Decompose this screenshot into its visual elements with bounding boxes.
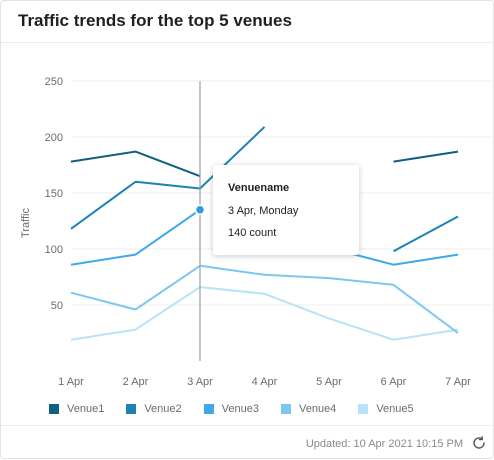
chart-tooltip: Venuename 3 Apr, Monday 140 count (213, 165, 359, 255)
tooltip-title: Venuename (228, 182, 290, 194)
legend-item-venue5[interactable]: Venue5 (358, 403, 414, 415)
tooltip-date: 3 Apr, Monday (228, 205, 299, 217)
card-title: Traffic trends for the top 5 venues (18, 11, 292, 30)
x-tick-label: 1 Apr (58, 376, 84, 388)
legend-label: Venue4 (298, 403, 337, 415)
legend-swatch (203, 404, 214, 414)
x-tick-label: 2 Apr (123, 376, 149, 388)
chart-legend: Venue1 Venue2 Venue3 Venue4 Venue5 (49, 403, 436, 415)
x-tick-label: 3 Apr (187, 376, 213, 388)
legend-item-venue1[interactable]: Venue1 (49, 403, 104, 415)
y-axis-label: Traffic (20, 208, 32, 238)
x-tick-label: 7 Apr (445, 376, 471, 388)
y-tick-label: 200 (45, 132, 63, 144)
refresh-icon[interactable] (471, 435, 487, 451)
legend-swatch (358, 404, 369, 414)
legend-label: Venue3 (221, 403, 259, 415)
series-line-venue4[interactable] (70, 264, 459, 334)
x-tick-label: 4 Apr (252, 376, 278, 388)
legend-swatch (49, 404, 59, 414)
legend-label: Venue1 (67, 403, 105, 415)
legend-item-venue2[interactable]: Venue2 (126, 403, 182, 415)
updated-timestamp: Updated: 10 Apr 2021 10:15 PM (305, 438, 463, 450)
series-line-venue5[interactable] (70, 286, 459, 341)
header-divider (1, 42, 493, 43)
legend-item-venue4[interactable]: Venue4 (280, 403, 337, 415)
series-line-venue2[interactable] (70, 126, 459, 253)
legend-swatch (126, 404, 137, 414)
series-line-venue1[interactable] (70, 150, 459, 178)
legend-label: Venue2 (144, 403, 182, 415)
y-tick-label: 50 (51, 300, 63, 312)
y-tick-label: 250 (45, 76, 63, 88)
footer-divider (1, 425, 493, 426)
y-axis-ticks: 50 100 150 200 250 (45, 76, 63, 312)
y-tick-label: 150 (45, 188, 63, 200)
legend-label: Venue5 (376, 403, 414, 415)
series-lines (70, 126, 459, 341)
x-tick-label: 5 Apr (316, 376, 342, 388)
hover-point[interactable] (194, 204, 206, 216)
legend-swatch (280, 404, 291, 414)
x-axis-ticks: 1 Apr 2 Apr 3 Apr 4 Apr 5 Apr 6 Apr 7 Apr (58, 376, 471, 388)
tooltip-value: 140 count (228, 227, 277, 239)
x-tick-label: 6 Apr (381, 376, 407, 388)
y-tick-label: 100 (45, 244, 63, 256)
legend-item-venue3[interactable]: Venue3 (203, 403, 259, 415)
